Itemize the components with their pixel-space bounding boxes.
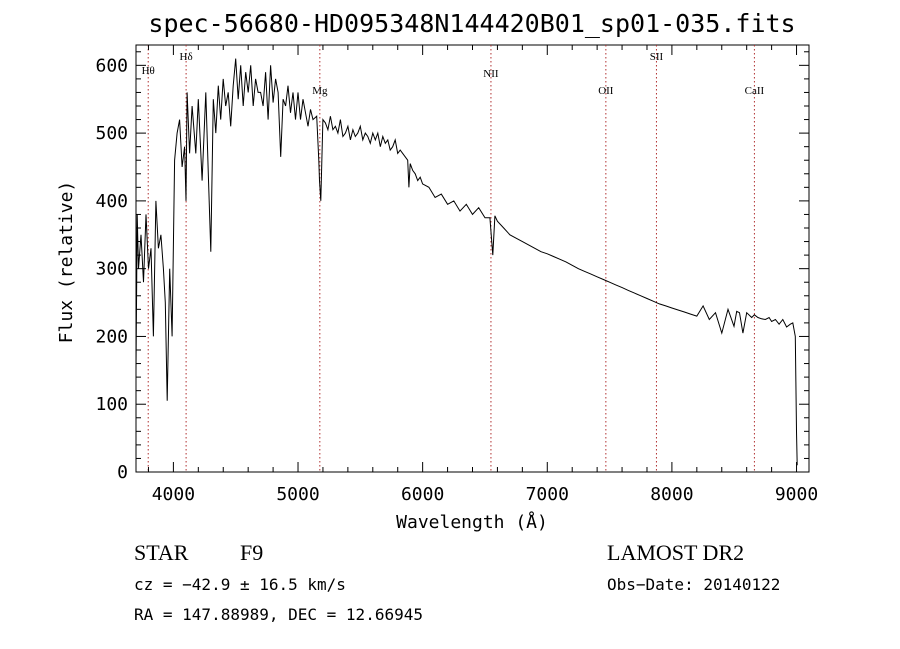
chart-title: spec-56680-HD095348N144420B01_sp01-035.f… [148,9,795,38]
survey-name: LAMOST DR2 [607,540,744,565]
x-tick-label: 6000 [401,484,444,505]
x-tick-label: 7000 [526,484,569,505]
x-axis-ticks: 4000 5000 6000 7000 8000 9000 [147,45,818,505]
x-tick-label: 4000 [152,484,195,505]
y-tick-label: 400 [95,191,128,212]
y-tick-label: 100 [95,394,128,415]
x-tick-label: 5000 [276,484,319,505]
x-axis-label: Wavelength (Å) [396,511,548,533]
object-type: STAR [134,540,189,565]
x-tick-label: 8000 [650,484,693,505]
line-marker-label: CaII [745,85,765,97]
line-marker-label: Mg [312,85,328,97]
y-tick-label: 200 [95,326,128,347]
redshift-cz: cz = −42.9 ± 16.5 km/s [134,575,346,594]
line-marker-label: Hθ [142,65,155,77]
plot-frame [135,44,810,473]
x-tick-label: 9000 [775,484,818,505]
coordinates: RA = 147.88989, DEC = 12.66945 [134,605,423,624]
y-axis-label: Flux (relative) [56,181,77,344]
line-marker-label: SII [650,51,664,63]
line-marker-label: OII [598,85,614,97]
spectrum-line [135,58,798,466]
y-tick-label: 300 [95,259,128,280]
y-tick-label: 600 [95,55,128,76]
line-marker-label: Hδ [180,51,193,63]
object-subclass: F9 [240,540,263,565]
y-tick-label: 0 [117,462,128,483]
obs-date: Obs−Date: 20140122 [607,575,780,594]
y-axis-ticks: 0 100 200 300 400 500 600 [95,51,809,483]
spectral-line-markers: Hθ Hδ Mg NII OII SII CaII [142,45,765,472]
line-marker-label: NII [483,68,499,80]
y-tick-label: 500 [95,123,128,144]
